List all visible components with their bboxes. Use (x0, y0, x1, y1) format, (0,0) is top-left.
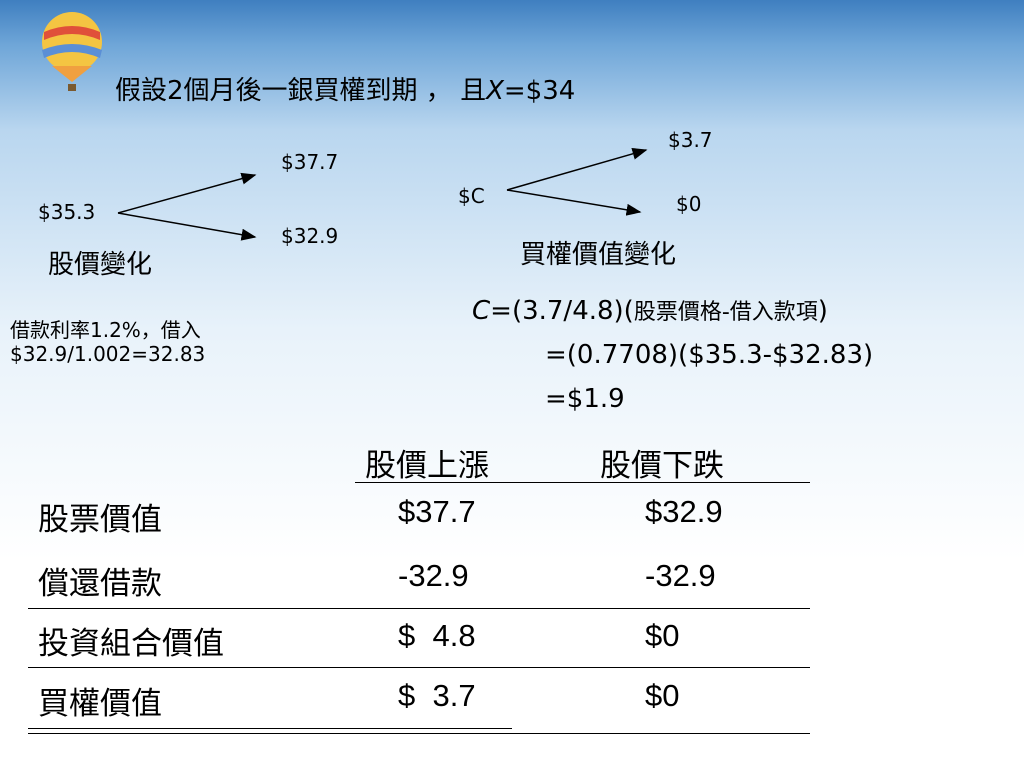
arrow (117, 172, 257, 214)
arrow (117, 212, 257, 241)
rule (28, 733, 810, 734)
rule (28, 728, 512, 729)
formula: =(0.7708)($35.3-$32.83) (545, 340, 874, 370)
formula: C=(3.7/4.8)(股票價格-借入款項) (472, 294, 828, 326)
tree-node: $37.7 (281, 150, 339, 174)
note: 借款利率1.2%，借入 (10, 318, 201, 342)
cell: $ 3.7 (398, 678, 476, 713)
arrow (506, 189, 642, 216)
title-var: X (486, 76, 504, 106)
cell: -32.9 (645, 558, 716, 593)
row-label: 股票價值 (38, 502, 162, 538)
caption: 買權價值變化 (520, 240, 677, 270)
rule (28, 667, 810, 668)
cell: $ 4.8 (398, 618, 476, 653)
cell: $37.7 (398, 494, 476, 529)
caption: 股價變化 (48, 250, 153, 280)
rule (28, 608, 810, 609)
table-header: 股價下跌 (600, 448, 724, 484)
note: $32.9/1.002=32.83 (10, 342, 206, 366)
cell: -32.9 (398, 558, 469, 593)
title-text: 假設2個月後一銀買權到期 ， 且 (115, 76, 487, 106)
tree-node: $35.3 (38, 200, 96, 224)
formula-text: =(3.7/4.8)( (490, 296, 634, 326)
tree-node: $3.7 (668, 128, 713, 152)
row-label: 買權價值 (38, 686, 162, 722)
cell: $32.9 (645, 494, 723, 529)
formula-var: C (472, 296, 491, 326)
row-label: 償還借款 (38, 566, 162, 602)
cell: $0 (645, 678, 680, 713)
row-label: 投資組合價值 (38, 626, 224, 662)
formula-text: 股票價格-借入款項 (633, 300, 818, 325)
formula: =$1.9 (545, 384, 625, 414)
tree-node: $32.9 (281, 224, 339, 248)
title-text: =$34 (503, 76, 576, 106)
formula-text: ) (817, 296, 828, 326)
tree-node: $C (458, 184, 485, 208)
title: 假設2個月後一銀買權到期 ， 且X=$34 (115, 70, 575, 107)
rule (355, 482, 810, 483)
cell: $0 (645, 618, 680, 653)
balloon (42, 12, 102, 91)
arrow (506, 147, 648, 191)
table-header: 股價上漲 (365, 448, 489, 484)
tree-node: $0 (676, 192, 702, 216)
